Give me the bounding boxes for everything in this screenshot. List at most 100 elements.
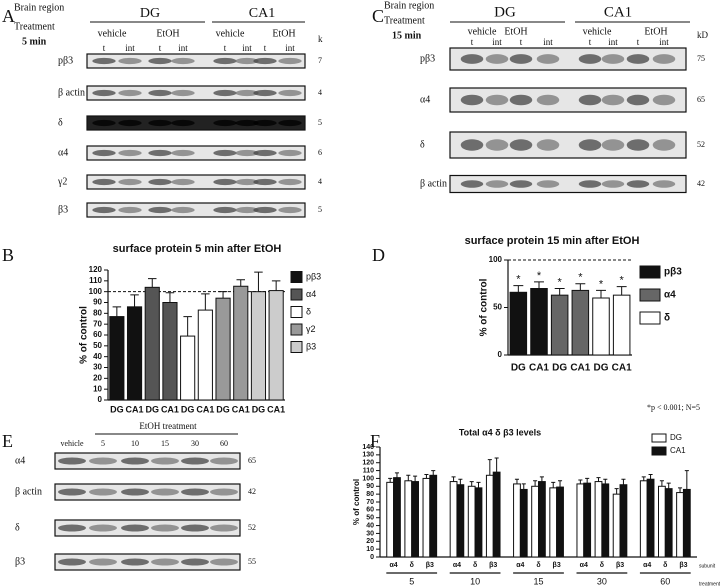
x-tick-label: CA1: [126, 404, 144, 414]
significance: *: [599, 278, 604, 290]
band: [509, 139, 533, 151]
group-label: 30: [597, 576, 607, 586]
x-tick-label: CA1: [232, 404, 250, 414]
band: [578, 94, 602, 106]
band: [485, 54, 509, 64]
row-label: γ2: [57, 176, 67, 187]
y-tick-label: 70: [366, 499, 374, 506]
error-bar: [451, 476, 456, 482]
row-label: pβ3: [58, 55, 73, 66]
bar: [215, 297, 231, 401]
region: CA1: [604, 4, 632, 20]
error-bar: [469, 481, 474, 487]
chart-title: surface protein 15 min after EtOH: [465, 235, 640, 247]
band: [278, 89, 302, 97]
bar: [549, 487, 558, 558]
bar: [592, 297, 610, 356]
y-tick-label: 50: [366, 515, 374, 522]
y-tick-label: 10: [366, 546, 374, 553]
kd-label: 5: [318, 118, 322, 127]
band: [460, 54, 484, 64]
error-bar: [494, 457, 499, 473]
row-label: β actin: [15, 486, 42, 497]
row-label: β3: [58, 204, 68, 215]
band: [92, 206, 116, 214]
band: [171, 57, 195, 65]
group-label: 60: [660, 576, 670, 586]
significance: *: [516, 274, 521, 286]
band: [235, 89, 259, 97]
band: [58, 488, 86, 496]
fraction: t: [103, 43, 106, 53]
band: [278, 57, 302, 65]
error-bar: [112, 306, 122, 317]
band: [213, 206, 237, 214]
time: 15: [161, 439, 169, 448]
bar: [467, 485, 476, 558]
band: [460, 139, 484, 151]
treatment: EtOH: [644, 26, 667, 37]
region: DG: [494, 4, 516, 20]
band: [601, 94, 625, 106]
x-tick-label: CA1: [196, 404, 214, 414]
band: [536, 139, 560, 151]
y-tick-label: 30: [366, 530, 374, 537]
error-bar: [659, 480, 664, 487]
blot-strip: [86, 202, 306, 218]
band: [118, 89, 142, 97]
x-tick-label: δ: [473, 562, 477, 569]
y-tick-label: 30: [93, 363, 102, 372]
row-label: α4: [420, 94, 430, 105]
band: [118, 57, 142, 65]
band: [253, 89, 277, 97]
kd-label: 42: [697, 179, 705, 188]
x-tick-label: CA1: [529, 363, 549, 374]
legend-swatch: [290, 288, 303, 301]
kd-label: 4: [318, 177, 322, 186]
bar: [619, 484, 628, 558]
y-tick-label: 50: [93, 341, 102, 350]
blot-strip: [449, 87, 687, 113]
error-bar: [487, 459, 492, 476]
row-label: δ: [15, 522, 20, 533]
band: [253, 178, 277, 186]
error-bar: [183, 316, 192, 337]
fraction: int: [659, 37, 669, 47]
error-bar: [648, 474, 653, 480]
group-title: treatment time: [699, 581, 720, 587]
note: *p < 0.001; N=5: [647, 403, 700, 412]
band: [118, 206, 142, 214]
y-tick-label: 20: [366, 538, 374, 545]
fraction: int: [608, 37, 618, 47]
x-tick-label: α4: [580, 562, 588, 569]
bar: [197, 309, 213, 401]
error-bar: [424, 474, 429, 479]
band: [626, 139, 650, 151]
band: [509, 54, 533, 64]
treatment-label: Treatment: [384, 15, 425, 26]
error-bar: [431, 470, 436, 476]
band: [578, 54, 602, 64]
error-bar: [596, 477, 601, 482]
legend-label: δ: [306, 306, 311, 316]
panel-label: A: [2, 6, 15, 26]
x-tick-label: β3: [616, 562, 624, 569]
panel-label: B: [2, 245, 14, 265]
bar: [676, 492, 684, 558]
band: [278, 149, 302, 157]
blot-strip: [86, 85, 306, 101]
band: [652, 139, 676, 151]
error-bar: [406, 474, 411, 481]
legend-label: CA1: [670, 446, 686, 455]
band: [652, 94, 676, 106]
bar: [612, 294, 631, 356]
significance: *: [537, 270, 542, 282]
error-bar: [271, 280, 281, 291]
error-bar: [254, 271, 263, 292]
x-tick-label: β3: [553, 562, 561, 569]
panel-label: F: [370, 431, 380, 451]
group-label: 5: [409, 576, 414, 586]
band: [92, 119, 116, 127]
kd-label: 52: [248, 523, 256, 532]
bar: [404, 480, 413, 558]
